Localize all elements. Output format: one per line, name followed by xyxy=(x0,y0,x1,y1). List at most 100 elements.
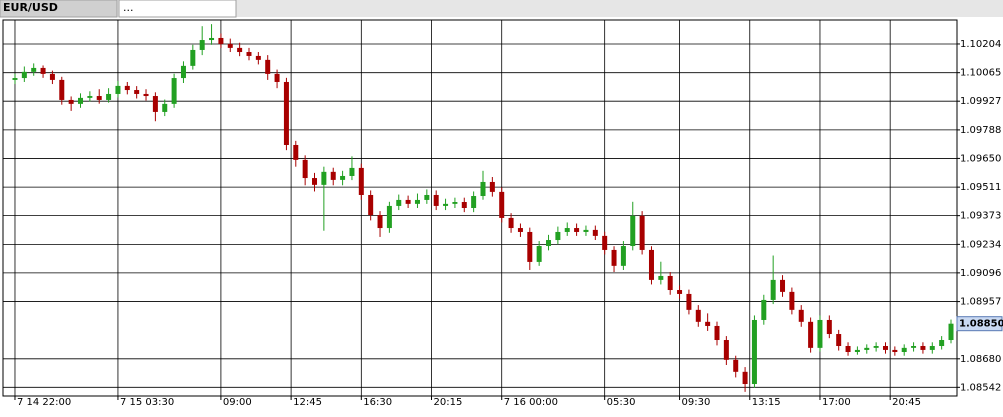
last-price-label: 1.08850 xyxy=(959,319,1003,330)
candle-body xyxy=(180,65,186,79)
candle-body xyxy=(826,319,832,335)
candle-body xyxy=(527,231,533,262)
candle-body xyxy=(901,347,907,352)
candle-body xyxy=(751,319,757,385)
candle-body xyxy=(742,371,748,385)
y-tick-label: 1.10065 xyxy=(960,68,1001,79)
candle-body xyxy=(12,78,18,80)
candle-body xyxy=(602,235,608,250)
tab[interactable] xyxy=(0,0,118,18)
candle-body xyxy=(302,159,308,179)
candle-body xyxy=(499,191,505,218)
candle-body xyxy=(377,215,383,229)
candle-body xyxy=(274,73,280,82)
candle-body xyxy=(686,293,692,310)
candle-body xyxy=(21,71,27,79)
candle-body xyxy=(836,334,842,347)
candle-body xyxy=(443,203,449,206)
candle-body xyxy=(845,346,851,352)
candle-body xyxy=(433,194,439,206)
candle-body xyxy=(714,325,720,341)
candle-body xyxy=(40,67,46,74)
candle-body xyxy=(489,181,495,192)
y-tick-label: 1.09373 xyxy=(960,211,1001,222)
candle-body xyxy=(171,78,177,104)
candle-body xyxy=(864,347,870,350)
candle-body xyxy=(770,279,776,300)
candle-body xyxy=(87,96,93,98)
tab-label[interactable]: EUR/USD xyxy=(3,1,58,14)
plot-area xyxy=(2,19,958,397)
x-tick-label: 12:45 xyxy=(293,397,322,408)
candle-body xyxy=(330,171,336,180)
candle-body xyxy=(939,340,945,347)
candle-body xyxy=(695,309,701,322)
candle-body xyxy=(209,37,215,41)
candle-body xyxy=(789,291,795,310)
candle-body xyxy=(733,359,739,372)
candle-body xyxy=(536,246,542,262)
candle-body xyxy=(96,96,102,100)
candle-body xyxy=(677,290,683,294)
candle-body xyxy=(321,171,327,185)
y-tick-label: 1.08542 xyxy=(960,382,1001,393)
y-tick-label: 1.10204 xyxy=(960,39,1001,50)
x-tick-label: 7 16 00:00 xyxy=(504,397,558,408)
candle-body xyxy=(780,279,786,292)
candle-body xyxy=(508,217,514,229)
candle-body xyxy=(574,228,580,232)
x-tick-label: 7 15 03:30 xyxy=(120,397,174,408)
candle-body xyxy=(461,202,467,208)
candle-body xyxy=(152,96,158,112)
candle-body xyxy=(227,43,233,48)
candle-body xyxy=(620,246,626,266)
candle-body xyxy=(948,323,954,341)
candle-body xyxy=(340,175,346,180)
candle-body xyxy=(761,299,767,320)
candle-body xyxy=(920,346,926,350)
x-tick-label: 05:30 xyxy=(607,397,636,408)
y-tick-label: 1.09650 xyxy=(960,153,1001,164)
x-tick-label: 09:00 xyxy=(223,397,252,408)
candle-body xyxy=(583,229,589,232)
candle-body xyxy=(452,202,458,204)
candle-body xyxy=(59,79,65,100)
candle-body xyxy=(892,349,898,352)
candle-body xyxy=(911,346,917,348)
y-tick-label: 1.08957 xyxy=(960,297,1001,308)
candle-body xyxy=(480,181,486,197)
candle-body xyxy=(49,73,55,80)
candle-body xyxy=(639,215,645,250)
candle-body xyxy=(293,144,299,160)
x-tick-label: 20:45 xyxy=(892,397,921,408)
x-tick-label: 13:15 xyxy=(752,397,781,408)
candle-body xyxy=(471,196,477,208)
candle-body xyxy=(817,319,823,348)
tab-label[interactable]: ... xyxy=(123,1,134,14)
candle-body xyxy=(78,97,84,104)
y-tick-label: 1.09234 xyxy=(960,239,1001,250)
candle-body xyxy=(106,93,112,100)
candle-body xyxy=(246,52,252,56)
candle-body xyxy=(705,321,711,326)
candle-body xyxy=(368,194,374,216)
candle-body xyxy=(546,240,552,247)
candle-body xyxy=(658,275,664,280)
candle-body xyxy=(358,167,364,195)
candle-body xyxy=(218,37,224,44)
candle-body xyxy=(854,349,860,352)
candle-body xyxy=(386,205,392,229)
candle-body xyxy=(882,346,888,350)
candle-body xyxy=(162,103,168,112)
candle-body xyxy=(667,275,673,291)
candle-body xyxy=(798,309,804,322)
candle-body xyxy=(143,93,149,97)
y-tick-label: 1.09511 xyxy=(960,182,1001,193)
tab[interactable] xyxy=(118,0,237,18)
candle-body xyxy=(873,346,879,348)
candle-body xyxy=(31,67,37,72)
y-tick-label: 1.09927 xyxy=(960,96,1001,107)
candle-body xyxy=(283,81,289,145)
